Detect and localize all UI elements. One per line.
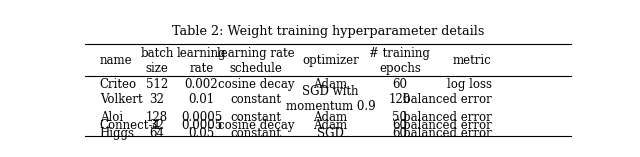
Text: 128: 128 <box>146 111 168 124</box>
Text: Adam: Adam <box>314 111 348 124</box>
Text: 512: 512 <box>146 78 168 91</box>
Text: constant: constant <box>230 111 282 124</box>
Text: 32: 32 <box>150 119 164 132</box>
Text: balanced error: balanced error <box>403 127 492 140</box>
Text: 120: 120 <box>388 93 411 106</box>
Text: 60: 60 <box>392 119 408 132</box>
Text: 60: 60 <box>392 78 408 91</box>
Text: constant: constant <box>230 93 282 106</box>
Text: Criteo: Criteo <box>100 78 137 91</box>
Text: # training
epochs: # training epochs <box>369 46 430 75</box>
Text: balanced error: balanced error <box>403 93 492 106</box>
Text: constant: constant <box>230 127 282 140</box>
Text: Adam: Adam <box>314 78 348 91</box>
Text: optimizer: optimizer <box>302 54 359 67</box>
Text: log loss: log loss <box>447 78 492 91</box>
Text: cosine decay: cosine decay <box>218 78 294 91</box>
Text: name: name <box>100 54 132 67</box>
Text: cosine decay: cosine decay <box>218 119 294 132</box>
Text: Connect-4: Connect-4 <box>100 119 161 132</box>
Text: 0.0005: 0.0005 <box>181 111 222 124</box>
Text: 0.0005: 0.0005 <box>181 119 222 132</box>
Text: learning rate
schedule: learning rate schedule <box>217 46 295 75</box>
Text: 32: 32 <box>150 93 164 106</box>
Text: batch
size: batch size <box>140 46 173 75</box>
Text: SGD: SGD <box>317 127 344 140</box>
Text: learning
rate: learning rate <box>177 46 227 75</box>
Text: SGD with
momentum 0.9: SGD with momentum 0.9 <box>285 85 375 113</box>
Text: metric: metric <box>453 54 492 67</box>
Text: 60: 60 <box>392 127 408 140</box>
Text: Adam: Adam <box>314 119 348 132</box>
Text: balanced error: balanced error <box>403 111 492 124</box>
Text: Higgs: Higgs <box>100 127 135 140</box>
Text: 0.002: 0.002 <box>185 78 218 91</box>
Text: Volkert: Volkert <box>100 93 143 106</box>
Text: Aloi: Aloi <box>100 111 123 124</box>
Text: 0.05: 0.05 <box>188 127 214 140</box>
Text: 64: 64 <box>149 127 164 140</box>
Text: 50: 50 <box>392 111 408 124</box>
Text: 0.01: 0.01 <box>188 93 214 106</box>
Text: Table 2: Weight training hyperparameter details: Table 2: Weight training hyperparameter … <box>172 25 484 38</box>
Text: balanced error: balanced error <box>403 119 492 132</box>
